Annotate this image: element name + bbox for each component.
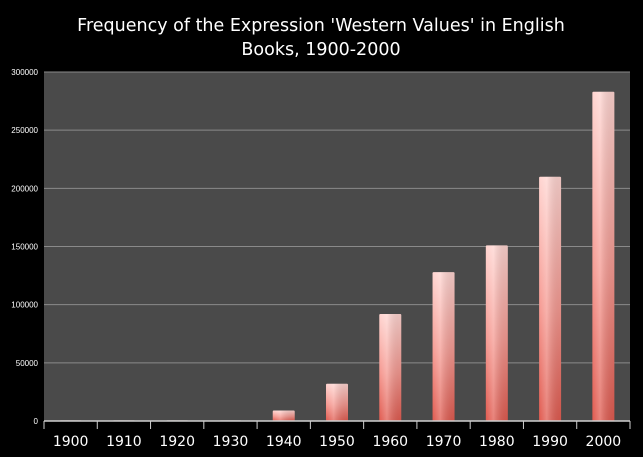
y-tick-label: 300000 [11,68,38,77]
x-tick-label: 1980 [479,434,515,450]
x-tick-label: 1950 [319,434,355,450]
y-tick-label: 250000 [11,126,38,135]
y-axis-ticks: 0 50000 100000 150000 200000 250000 300000 [11,68,38,426]
bar-1960 [379,313,402,421]
x-axis-ticks: 1900 1910 1920 1930 1940 1950 1960 1970 1980 1990… [53,434,621,450]
bars [59,91,615,421]
bar-1940 [272,410,295,421]
bar-sheen [539,176,562,421]
bar-1980 [485,245,508,421]
bar-1970 [432,272,455,421]
x-tick-label: 1920 [159,434,195,450]
x-tick-label: 1960 [372,434,408,450]
y-tick-label: 0 [34,417,39,426]
y-tick-label: 100000 [11,301,38,310]
x-tick-label: 2000 [586,434,622,450]
x-tick-label: 1940 [266,434,302,450]
gridlines [44,71,630,364]
bar-sheen [432,272,455,421]
x-tick-label: 1990 [532,434,568,450]
y-tick-label: 150000 [11,243,38,252]
bar-sheen [272,410,295,421]
bar-sheen [379,313,402,421]
bar-sheen [485,245,508,421]
bar-2000 [592,91,615,421]
x-tick-label: 1910 [106,434,142,450]
bar-sheen [326,383,348,421]
chart-title-line-2: Books, 1900-2000 [241,40,400,60]
x-tick-label: 1970 [426,434,462,450]
y-tick-label: 50000 [16,359,39,368]
y-tick-label: 200000 [11,184,38,193]
bar-1990 [539,176,562,421]
chart-title-line-1: Frequency of the Expression 'Western Val… [77,16,565,36]
x-axis [43,420,631,429]
bar-1950 [326,383,348,421]
x-tick-label: 1900 [53,434,89,450]
bar-sheen [592,91,615,421]
x-tick-label: 1930 [213,434,249,450]
